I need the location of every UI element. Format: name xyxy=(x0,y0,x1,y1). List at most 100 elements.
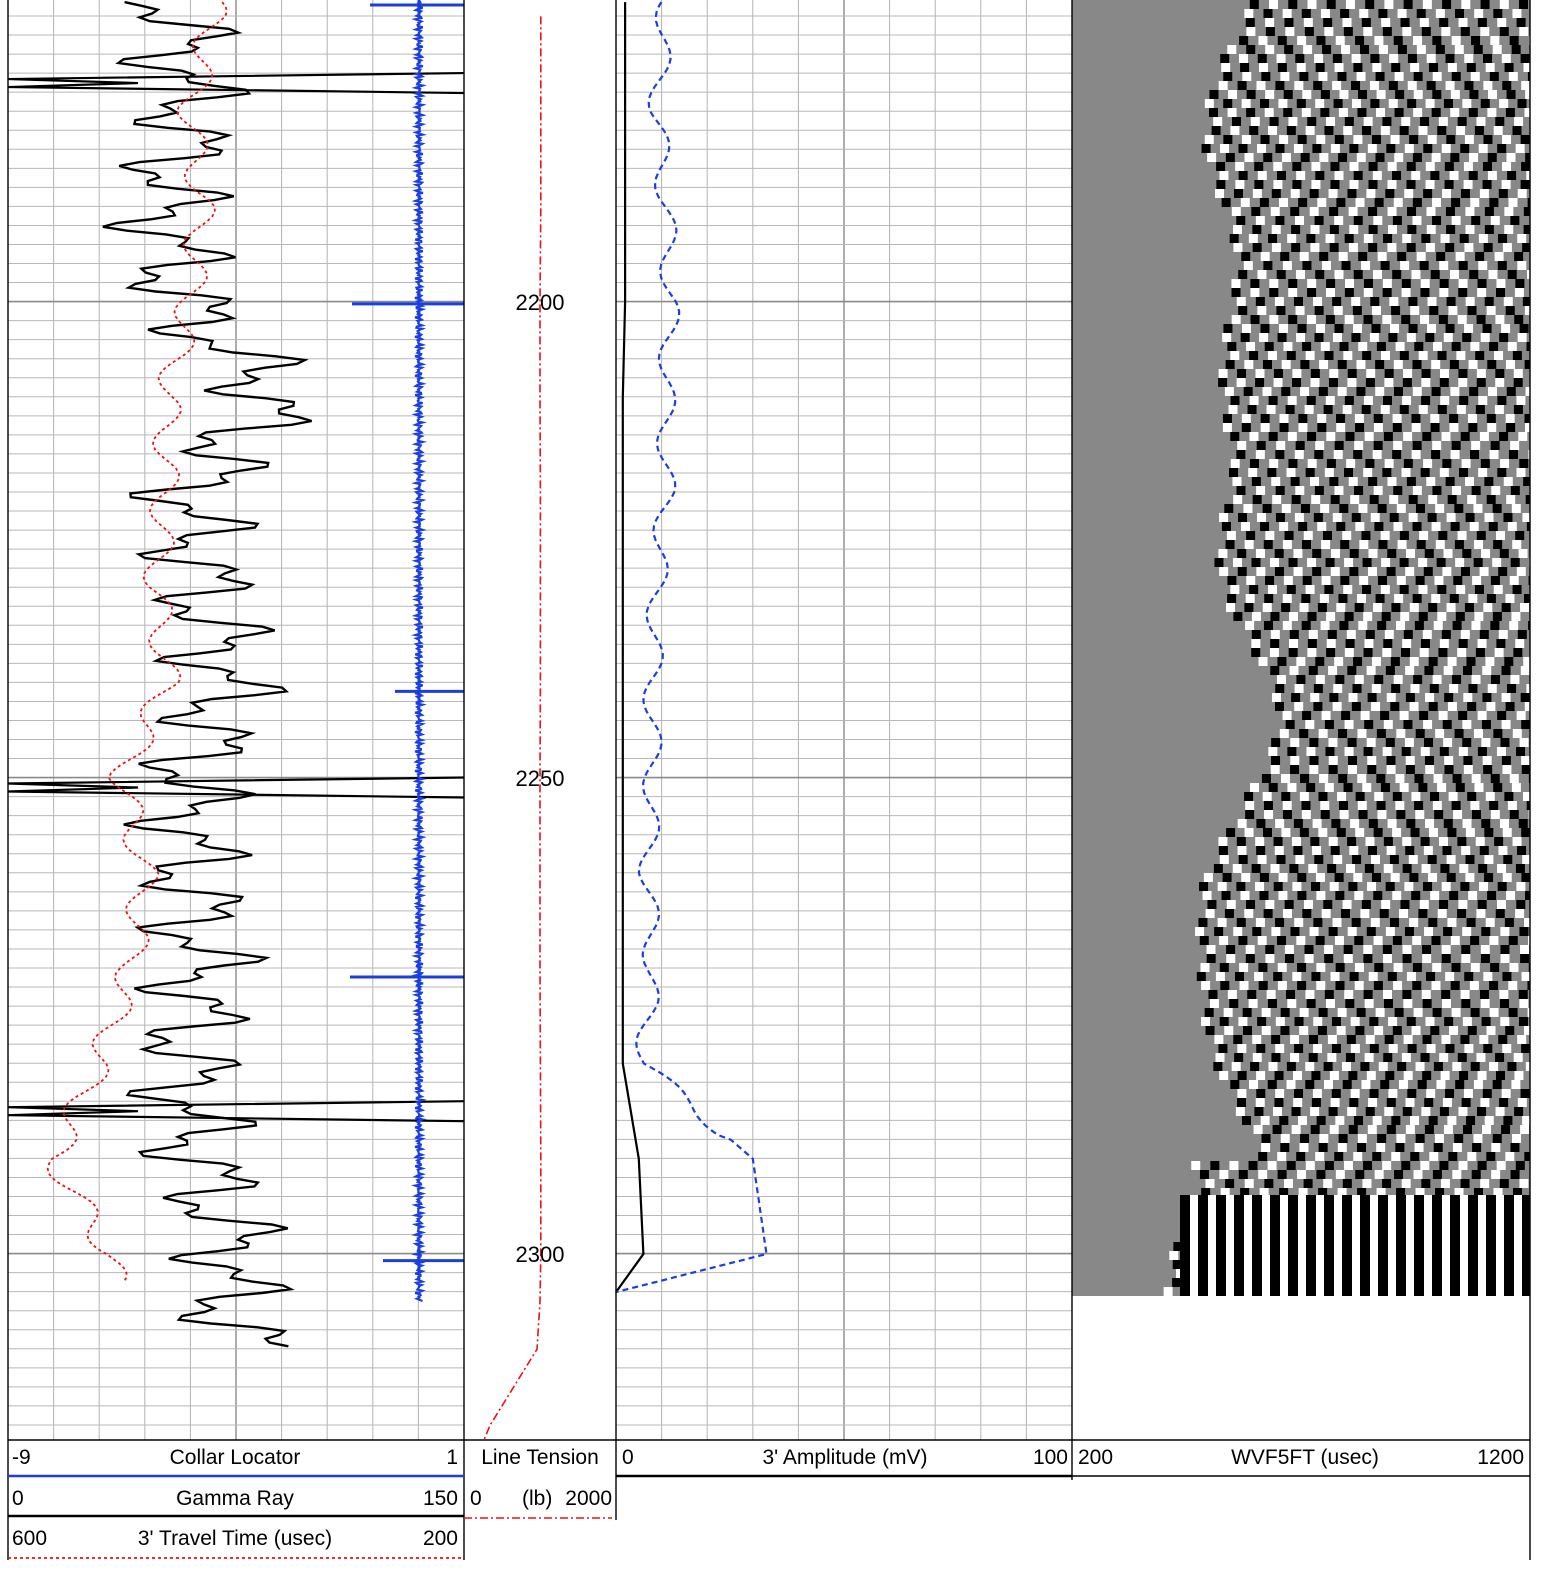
vdl-stripe xyxy=(1382,747,1392,756)
vdl-stripe xyxy=(1300,504,1310,513)
vdl-stripe xyxy=(1349,225,1359,234)
vdl-stripe xyxy=(1435,729,1445,738)
vdl-stripe xyxy=(1256,1044,1266,1053)
vdl-stripe xyxy=(1251,648,1261,657)
vdl-stripe xyxy=(1450,153,1460,162)
vdl-stripe xyxy=(1512,351,1522,360)
vdl-stripe xyxy=(1169,1251,1179,1260)
vdl-stripe xyxy=(1304,405,1314,414)
vdl-stripe xyxy=(1242,1026,1252,1035)
vdl-stripe xyxy=(1292,1071,1302,1080)
vdl-stripe xyxy=(1442,720,1452,729)
vdl-stripe xyxy=(1312,549,1322,558)
vdl-stripe xyxy=(1265,954,1275,963)
vdl-stripe xyxy=(1435,45,1445,54)
vdl-stripe xyxy=(1457,315,1467,324)
vdl-stripe xyxy=(1347,837,1357,846)
vdl-stripe xyxy=(1274,846,1284,855)
vdl-stripe xyxy=(1348,1125,1358,1134)
vdl-stripe xyxy=(1241,1116,1251,1125)
vdl-stripe xyxy=(1285,405,1295,414)
vdl-stripe xyxy=(1401,1179,1411,1188)
vdl-stripe xyxy=(1334,63,1344,72)
vdl-stripe xyxy=(1240,63,1250,72)
vdl-stripe xyxy=(1500,1017,1510,1026)
vdl-stripe xyxy=(1369,1089,1379,1098)
vdl-bottom-stripe xyxy=(1180,1195,1190,1296)
vdl-stripe xyxy=(1328,837,1338,846)
vdl-stripe xyxy=(1469,90,1479,99)
vdl-stripe xyxy=(1273,378,1283,387)
vdl-stripe xyxy=(1367,756,1377,765)
vdl-stripe xyxy=(1319,252,1329,261)
vdl-stripe xyxy=(1358,252,1368,261)
vdl-stripe xyxy=(1334,441,1344,450)
vdl-stripe xyxy=(1299,1026,1309,1035)
vdl-stripe xyxy=(1439,279,1449,288)
vdl-stripe xyxy=(1516,396,1526,405)
vdl-stripe xyxy=(1438,315,1448,324)
vdl-stripe xyxy=(1502,81,1512,90)
vdl-stripe xyxy=(1506,387,1516,396)
vdl-stripe xyxy=(1268,396,1278,405)
vdl-stripe xyxy=(1291,1125,1301,1134)
vdl-stripe xyxy=(1241,252,1251,261)
vdl-stripe xyxy=(1441,630,1451,639)
vdl-stripe xyxy=(1480,99,1490,108)
vdl-stripe xyxy=(1215,972,1225,981)
vdl-stripe xyxy=(1419,261,1429,270)
amplitude-scale-right: 100 xyxy=(1032,1446,1068,1469)
vdl-stripe xyxy=(1461,459,1471,468)
vdl-stripe xyxy=(1521,162,1530,171)
vdl-stripe xyxy=(1277,657,1287,666)
vdl-stripe xyxy=(1276,54,1286,63)
vdl-stripe xyxy=(1294,1017,1304,1026)
vdl-stripe xyxy=(1402,954,1412,963)
vdl-stripe xyxy=(1354,441,1364,450)
vdl-stripe xyxy=(1257,171,1267,180)
vdl-stripe xyxy=(1372,171,1382,180)
vdl-stripe xyxy=(1332,297,1342,306)
vdl-stripe xyxy=(1316,963,1326,972)
vdl-stripe xyxy=(1479,1035,1489,1044)
vdl-stripe xyxy=(1373,936,1383,945)
vdl-stripe xyxy=(1521,972,1530,981)
vdl-stripe xyxy=(1466,918,1476,927)
vdl-stripe xyxy=(1500,927,1510,936)
vdl-stripe xyxy=(1433,774,1443,783)
vdl-stripe xyxy=(1288,648,1298,657)
vdl-stripe xyxy=(1277,63,1287,72)
vdl-stripe xyxy=(1470,963,1480,972)
vdl-stripe xyxy=(1259,198,1269,207)
vdl-stripe xyxy=(1524,306,1530,315)
vdl-stripe xyxy=(1329,225,1339,234)
vdl-stripe xyxy=(1445,54,1455,63)
vdl-stripe xyxy=(1382,1179,1392,1188)
vdl-stripe xyxy=(1355,828,1365,837)
vdl-stripe xyxy=(1215,189,1225,198)
vdl-stripe xyxy=(1415,1188,1425,1197)
vdl-stripe xyxy=(1231,279,1241,288)
vdl-stripe xyxy=(1244,540,1254,549)
vdl-stripe xyxy=(1363,648,1373,657)
vdl-stripe xyxy=(1220,54,1230,63)
vdl-stripe xyxy=(1405,666,1415,675)
vdl-stripe xyxy=(1469,981,1479,990)
vdl-stripe xyxy=(1467,1152,1477,1161)
vdl-stripe xyxy=(1407,81,1417,90)
vdl-stripe xyxy=(1336,414,1346,423)
vdl-stripe xyxy=(1268,747,1278,756)
vdl-stripe xyxy=(1249,0,1259,9)
vdl-stripe xyxy=(1444,693,1454,702)
vdl-stripe xyxy=(1255,549,1265,558)
vdl-stripe xyxy=(1392,216,1402,225)
vdl-stripe xyxy=(1372,270,1382,279)
vdl-stripe xyxy=(1512,585,1522,594)
vdl-stripe xyxy=(1219,1017,1229,1026)
vdl-stripe xyxy=(1462,819,1472,828)
vdl-stripe xyxy=(1344,117,1354,126)
vdl-stripe xyxy=(1514,288,1524,297)
vdl-stripe xyxy=(1335,981,1345,990)
vdl-stripe xyxy=(1452,774,1462,783)
vdl-stripe xyxy=(1354,1116,1364,1125)
